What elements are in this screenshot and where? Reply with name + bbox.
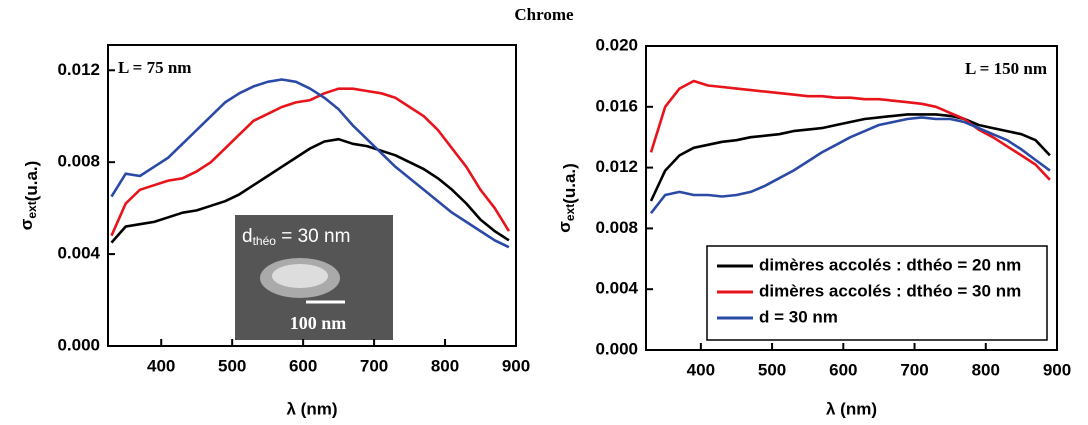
y-tick-label: 0.000 (595, 339, 638, 358)
plot-frame (645, 45, 1058, 351)
x-tick-label: 700 (900, 360, 928, 379)
data-line (649, 116, 1051, 214)
y-axis-symbol: σ (555, 221, 574, 233)
legend-box (706, 245, 1048, 341)
legend-label: dimères accolés : dthéo = 30 nm (759, 281, 1021, 300)
y-axis-label: σext(u.a.) (17, 161, 41, 231)
panel-label: L = 150 nm (965, 59, 1047, 78)
x-tick-label: 800 (972, 360, 1000, 379)
y-tick-label: 0.008 (595, 218, 638, 237)
inset-label: dthéo = 30 nm (242, 226, 350, 248)
y-tick-label: 0.016 (595, 96, 638, 115)
data-line (649, 113, 1051, 202)
x-tick-label: 400 (147, 356, 175, 375)
panel-label: L = 75 nm (118, 58, 191, 77)
data-line (110, 137, 510, 244)
x-tick-label: 600 (829, 360, 857, 379)
y-tick-label: 0.020 (595, 35, 638, 54)
inset-particle-core (272, 264, 328, 288)
y-axis-unit: (u.a.) (560, 163, 579, 204)
y-axis-symbol: σ (17, 218, 36, 230)
x-axis-label: λ (nm) (826, 399, 877, 418)
x-tick-label: 900 (1043, 360, 1071, 379)
y-axis-subscript: ext (563, 204, 577, 221)
x-axis-label: λ (nm) (287, 399, 338, 418)
y-axis-label: σext(u.a.) (555, 163, 579, 233)
inset-label-part: théo (253, 234, 277, 248)
y-axis-unit: (u.a.) (22, 161, 41, 202)
legend-label: dimères accolés : dthéo = 20 nm (759, 255, 1021, 274)
data-line (110, 78, 510, 249)
y-tick-label: 0.004 (595, 279, 638, 298)
data-line (110, 87, 511, 237)
x-tick-label: 900 (502, 356, 530, 375)
scale-bar-label: 100 nm (290, 313, 347, 333)
y-tick-label: 0.000 (57, 335, 100, 354)
y-tick-label: 0.004 (57, 244, 100, 263)
data-line (649, 79, 1051, 181)
figure-title: Chrome (514, 5, 574, 24)
plot-frame (107, 44, 517, 347)
x-tick-label: 700 (360, 356, 388, 375)
x-tick-label: 600 (289, 356, 317, 375)
x-tick-label: 500 (758, 360, 786, 379)
y-axis-subscript: ext (25, 201, 39, 218)
y-tick-label: 0.008 (57, 152, 100, 171)
x-tick-label: 400 (687, 360, 715, 379)
inset-label-part: d (242, 226, 253, 247)
y-tick-label: 0.012 (57, 60, 100, 79)
y-tick-label: 0.012 (595, 157, 638, 176)
inset-label-part: = 30 nm (276, 226, 350, 247)
x-tick-label: 800 (431, 356, 459, 375)
legend-label: d = 30 nm (759, 307, 838, 326)
x-tick-label: 500 (218, 356, 246, 375)
